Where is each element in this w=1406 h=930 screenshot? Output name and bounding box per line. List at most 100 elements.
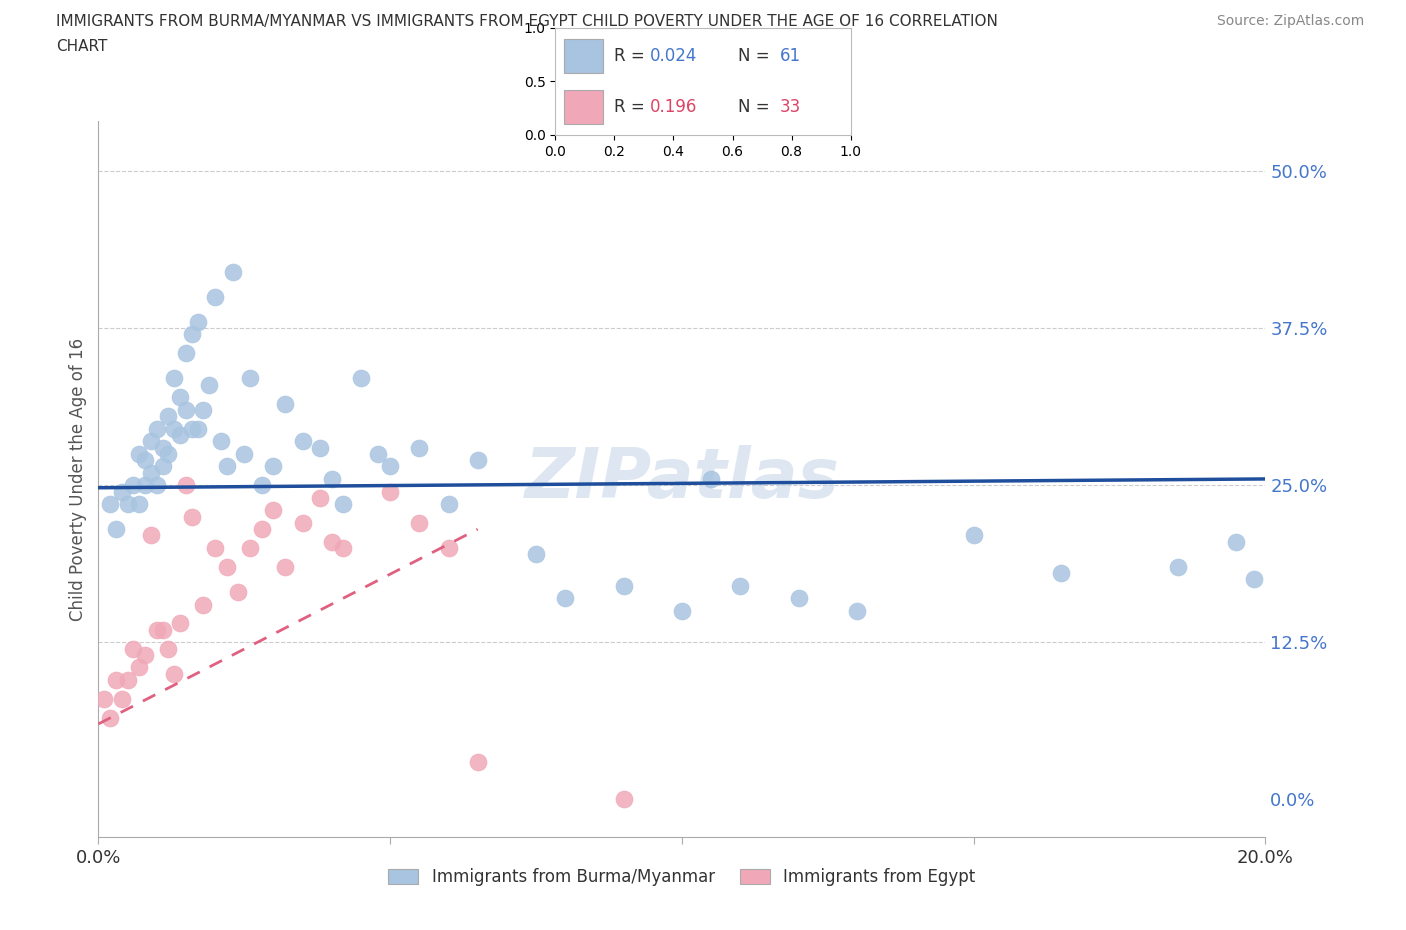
Point	[93, 691, 115, 706]
Point	[554, 591, 576, 605]
Point	[139, 465, 162, 480]
Point	[163, 421, 186, 436]
Point	[146, 478, 169, 493]
Text: R =: R =	[614, 46, 651, 65]
Point	[152, 458, 174, 473]
Point	[104, 672, 127, 687]
Point	[380, 485, 402, 499]
Point	[139, 433, 162, 448]
Point	[193, 403, 215, 418]
Point	[262, 503, 284, 518]
Point	[228, 585, 250, 600]
Point	[367, 446, 389, 461]
Point	[209, 433, 232, 448]
Point	[98, 711, 121, 725]
Point	[291, 433, 314, 448]
Point	[239, 371, 262, 386]
Point	[612, 791, 634, 806]
Point	[437, 540, 460, 555]
Point	[128, 660, 150, 675]
Point	[1243, 572, 1265, 587]
Point	[152, 622, 174, 637]
Point	[233, 446, 256, 461]
Point	[524, 547, 547, 562]
Point	[174, 403, 197, 418]
Point	[111, 691, 134, 706]
Text: 61: 61	[780, 46, 801, 65]
Point	[221, 264, 243, 279]
Point	[787, 591, 810, 605]
Point	[846, 604, 869, 618]
Point	[134, 647, 156, 662]
Point	[157, 641, 180, 656]
Text: N =: N =	[738, 98, 775, 116]
Point	[157, 408, 180, 423]
Point	[157, 446, 180, 461]
Point	[180, 327, 202, 342]
Text: 33: 33	[780, 98, 801, 116]
Point	[128, 446, 150, 461]
Text: IMMIGRANTS FROM BURMA/MYANMAR VS IMMIGRANTS FROM EGYPT CHILD POVERTY UNDER THE A: IMMIGRANTS FROM BURMA/MYANMAR VS IMMIGRA…	[56, 14, 998, 29]
Point	[612, 578, 634, 593]
Point	[174, 346, 197, 361]
Point	[262, 458, 284, 473]
Point	[117, 672, 139, 687]
Point	[332, 540, 354, 555]
Point	[408, 440, 430, 455]
Text: N =: N =	[738, 46, 775, 65]
Point	[239, 540, 262, 555]
Point	[250, 522, 273, 537]
Y-axis label: Child Poverty Under the Age of 16: Child Poverty Under the Age of 16	[69, 338, 87, 620]
FancyBboxPatch shape	[564, 90, 603, 125]
Point	[671, 604, 693, 618]
Text: ZIPatlas: ZIPatlas	[524, 445, 839, 512]
Point	[700, 472, 723, 486]
Point	[962, 528, 984, 543]
Point	[169, 428, 191, 443]
Point	[321, 472, 343, 486]
Point	[111, 485, 134, 499]
Point	[204, 540, 226, 555]
Point	[274, 396, 297, 411]
Point	[187, 421, 209, 436]
Point	[163, 371, 186, 386]
Point	[467, 453, 489, 468]
Point	[215, 458, 238, 473]
Point	[169, 390, 191, 405]
Text: 0.024: 0.024	[650, 46, 697, 65]
Point	[122, 478, 145, 493]
Text: 0.196: 0.196	[650, 98, 697, 116]
Point	[215, 560, 238, 575]
Point	[437, 497, 460, 512]
Point	[134, 453, 156, 468]
Point	[730, 578, 752, 593]
Point	[291, 515, 314, 530]
Point	[1167, 560, 1189, 575]
Point	[350, 371, 373, 386]
Point	[128, 497, 150, 512]
Point	[134, 478, 156, 493]
Point	[198, 378, 221, 392]
Point	[98, 497, 121, 512]
Point	[174, 478, 197, 493]
Point	[380, 458, 402, 473]
Point	[122, 641, 145, 656]
Point	[274, 560, 297, 575]
Legend: Immigrants from Burma/Myanmar, Immigrants from Egypt: Immigrants from Burma/Myanmar, Immigrant…	[381, 862, 983, 893]
Point	[1050, 565, 1073, 580]
Point	[117, 497, 139, 512]
Point	[1225, 535, 1247, 550]
Point	[169, 616, 191, 631]
Point	[180, 510, 202, 525]
Point	[146, 421, 169, 436]
Point	[193, 597, 215, 612]
Point	[467, 754, 489, 769]
Point	[163, 666, 186, 681]
Point	[187, 314, 209, 329]
Point	[309, 490, 332, 505]
Text: R =: R =	[614, 98, 651, 116]
Point	[204, 289, 226, 304]
Point	[139, 528, 162, 543]
Point	[250, 478, 273, 493]
Point	[408, 515, 430, 530]
